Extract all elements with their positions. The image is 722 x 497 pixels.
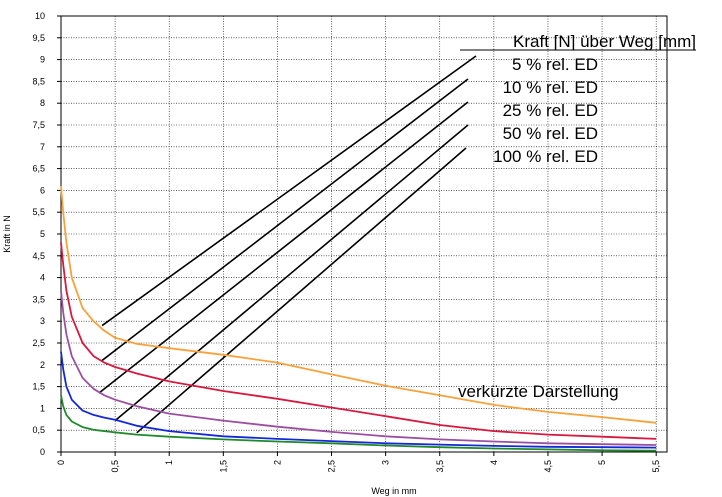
series-lines <box>60 185 657 452</box>
y-axis-label: Kraft in N <box>2 215 12 253</box>
x-tick-label: 4,5 <box>543 460 553 473</box>
y-tick-label: 1 <box>40 403 45 413</box>
y-tick-label: 1,5 <box>32 382 45 392</box>
y-tick-label: 3,5 <box>32 294 45 304</box>
x-tick-label: 1,5 <box>218 460 228 473</box>
y-axis-ticks: 0 0,5 1 1,5 2 2,5 3 3,5 4 4,5 5 5,5 6 6,5 7 7,5 8 8,5 9 9,5… <box>32 11 61 457</box>
y-tick-label: 8,5 <box>32 76 45 86</box>
legend-pointer-line <box>98 101 469 394</box>
y-tick-label: 7,5 <box>32 120 45 130</box>
y-tick-label: 0 <box>40 447 45 457</box>
x-tick-label: 2,5 <box>327 460 337 473</box>
x-tick-label: 1 <box>164 460 174 465</box>
legend: Kraft [N] über Weg [mm] 5 % rel. ED 10 % … <box>460 32 696 166</box>
legend-entry: 100 % rel. ED <box>493 147 598 166</box>
x-tick-label: 0 <box>56 460 66 465</box>
x-tick-label: 4 <box>489 460 499 465</box>
legend-pointer-lines <box>98 55 477 434</box>
legend-title: Kraft [N] über Weg [mm] <box>513 32 696 51</box>
y-tick-label: 9,5 <box>32 33 45 43</box>
legend-entry: 25 % rel. ED <box>503 101 598 120</box>
x-tick-label: 0,5 <box>110 460 120 473</box>
x-tick-label: 3 <box>381 460 391 465</box>
series-line <box>60 351 657 449</box>
y-tick-label: 5,5 <box>32 207 45 217</box>
x-tick-label: 5 <box>597 460 607 465</box>
series-line <box>60 242 657 440</box>
y-tick-label: 7 <box>40 142 45 152</box>
y-tick-label: 2 <box>40 360 45 370</box>
series-line <box>60 290 657 446</box>
series-line <box>60 185 657 424</box>
y-tick-label: 6,5 <box>32 164 45 174</box>
y-tick-label: 8 <box>40 98 45 108</box>
y-tick-label: 3 <box>40 316 45 326</box>
series-line <box>60 395 657 452</box>
y-tick-label: 2,5 <box>32 338 45 348</box>
y-tick-label: 9 <box>40 55 45 65</box>
legend-pointer-line <box>101 55 477 327</box>
legend-pointer-line <box>136 147 467 434</box>
y-tick-label: 6 <box>40 185 45 195</box>
x-axis-label: Weg in mm <box>371 486 416 496</box>
x-tick-label: 2 <box>272 460 282 465</box>
annotation-text: verkürzte Darstellung <box>458 382 619 401</box>
x-axis-ticks: 0 0,5 1 1,5 2 2,5 3 3,5 4 4,5 5 5,5 <box>56 452 661 473</box>
x-tick-label: 5,5 <box>651 460 661 473</box>
legend-entry: 5 % rel. ED <box>512 55 598 74</box>
x-tick-label: 3,5 <box>435 460 445 473</box>
y-tick-label: 5 <box>40 229 45 239</box>
y-tick-label: 10 <box>35 11 45 21</box>
legend-entry: 10 % rel. ED <box>503 78 598 97</box>
y-tick-label: 0,5 <box>32 425 45 435</box>
y-tick-label: 4,5 <box>32 251 45 261</box>
legend-pointer-line <box>101 78 469 362</box>
legend-entry: 50 % rel. ED <box>503 124 598 143</box>
y-tick-label: 4 <box>40 273 45 283</box>
legend-pointer-line <box>114 124 469 422</box>
